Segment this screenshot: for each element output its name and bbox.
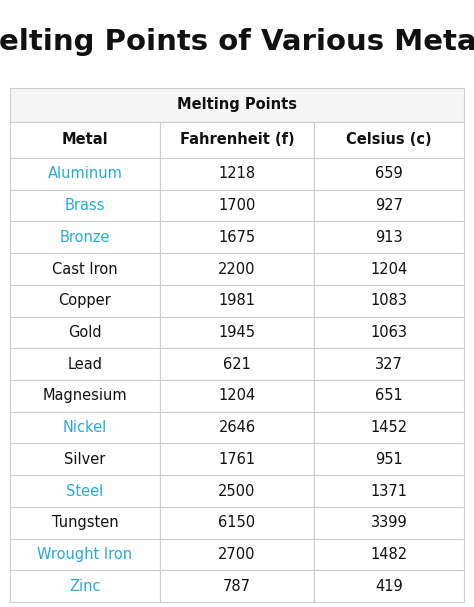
Text: 1482: 1482 [371, 547, 408, 562]
Bar [10, 122, 160, 158]
Text: 1981: 1981 [219, 293, 255, 308]
Bar [314, 444, 464, 475]
Bar [10, 475, 160, 507]
Text: Brass: Brass [64, 198, 105, 213]
Bar [10, 158, 160, 190]
Text: Metal: Metal [62, 132, 108, 148]
Bar [160, 317, 314, 348]
Bar [160, 412, 314, 444]
Text: Magnesium: Magnesium [43, 388, 127, 404]
Bar [10, 444, 160, 475]
Bar [160, 380, 314, 412]
Text: Melting Points of Various Metals: Melting Points of Various Metals [0, 28, 474, 56]
Text: 6150: 6150 [219, 515, 255, 530]
Bar [10, 222, 160, 253]
Text: 419: 419 [375, 578, 403, 594]
Bar [314, 190, 464, 222]
Text: Tungsten: Tungsten [52, 515, 118, 530]
Bar [314, 122, 464, 158]
Bar [160, 222, 314, 253]
Text: Celsius (c): Celsius (c) [346, 132, 432, 148]
Bar [160, 348, 314, 380]
Text: 1371: 1371 [371, 484, 408, 498]
Text: 651: 651 [375, 388, 403, 404]
Bar [10, 285, 160, 317]
Bar [10, 412, 160, 444]
Bar [314, 538, 464, 571]
Bar [160, 190, 314, 222]
Text: Nickel: Nickel [63, 420, 107, 435]
Bar [314, 158, 464, 190]
Text: 2500: 2500 [219, 484, 255, 498]
Bar [10, 538, 160, 571]
Text: Zinc: Zinc [69, 578, 100, 594]
Bar [314, 348, 464, 380]
Bar [10, 571, 160, 602]
Text: Aluminum: Aluminum [47, 166, 122, 181]
Text: 1700: 1700 [219, 198, 255, 213]
Text: 2646: 2646 [219, 420, 255, 435]
Bar [314, 317, 464, 348]
Bar [314, 380, 464, 412]
Text: 1945: 1945 [219, 325, 255, 340]
Bar [10, 507, 160, 538]
Bar [160, 507, 314, 538]
Bar [160, 538, 314, 571]
Text: Copper: Copper [58, 293, 111, 308]
Bar [10, 88, 464, 122]
Text: 1204: 1204 [371, 262, 408, 277]
Bar [160, 158, 314, 190]
Bar [314, 571, 464, 602]
Text: 951: 951 [375, 452, 403, 467]
Text: 1452: 1452 [371, 420, 408, 435]
Text: 659: 659 [375, 166, 403, 181]
Bar [314, 285, 464, 317]
Bar [160, 253, 314, 285]
Bar [160, 571, 314, 602]
Bar [10, 253, 160, 285]
Bar [314, 412, 464, 444]
Text: 2700: 2700 [218, 547, 256, 562]
Text: 787: 787 [223, 578, 251, 594]
Text: 927: 927 [375, 198, 403, 213]
Text: Gold: Gold [68, 325, 102, 340]
Bar [314, 253, 464, 285]
Bar [160, 122, 314, 158]
Bar [10, 190, 160, 222]
Bar [160, 285, 314, 317]
Text: 1083: 1083 [371, 293, 408, 308]
Text: 3399: 3399 [371, 515, 408, 530]
Text: Melting Points: Melting Points [177, 98, 297, 112]
Text: Fahrenheit (f): Fahrenheit (f) [180, 132, 294, 148]
Text: Cast Iron: Cast Iron [52, 262, 118, 277]
Bar [160, 444, 314, 475]
Text: 1761: 1761 [219, 452, 255, 467]
Text: 1063: 1063 [371, 325, 408, 340]
Bar [10, 348, 160, 380]
Bar [314, 475, 464, 507]
Text: 1204: 1204 [219, 388, 255, 404]
Bar [160, 475, 314, 507]
Text: Bronze: Bronze [60, 230, 110, 245]
Bar [10, 317, 160, 348]
Bar [314, 507, 464, 538]
Text: 1675: 1675 [219, 230, 255, 245]
Text: Lead: Lead [67, 357, 102, 371]
Text: 327: 327 [375, 357, 403, 371]
Text: 2200: 2200 [218, 262, 256, 277]
Bar [314, 222, 464, 253]
Text: Silver: Silver [64, 452, 106, 467]
Text: Steel: Steel [66, 484, 103, 498]
Text: 913: 913 [375, 230, 403, 245]
Bar [10, 380, 160, 412]
Text: 621: 621 [223, 357, 251, 371]
Text: 1218: 1218 [219, 166, 255, 181]
Text: Wrought Iron: Wrought Iron [37, 547, 132, 562]
